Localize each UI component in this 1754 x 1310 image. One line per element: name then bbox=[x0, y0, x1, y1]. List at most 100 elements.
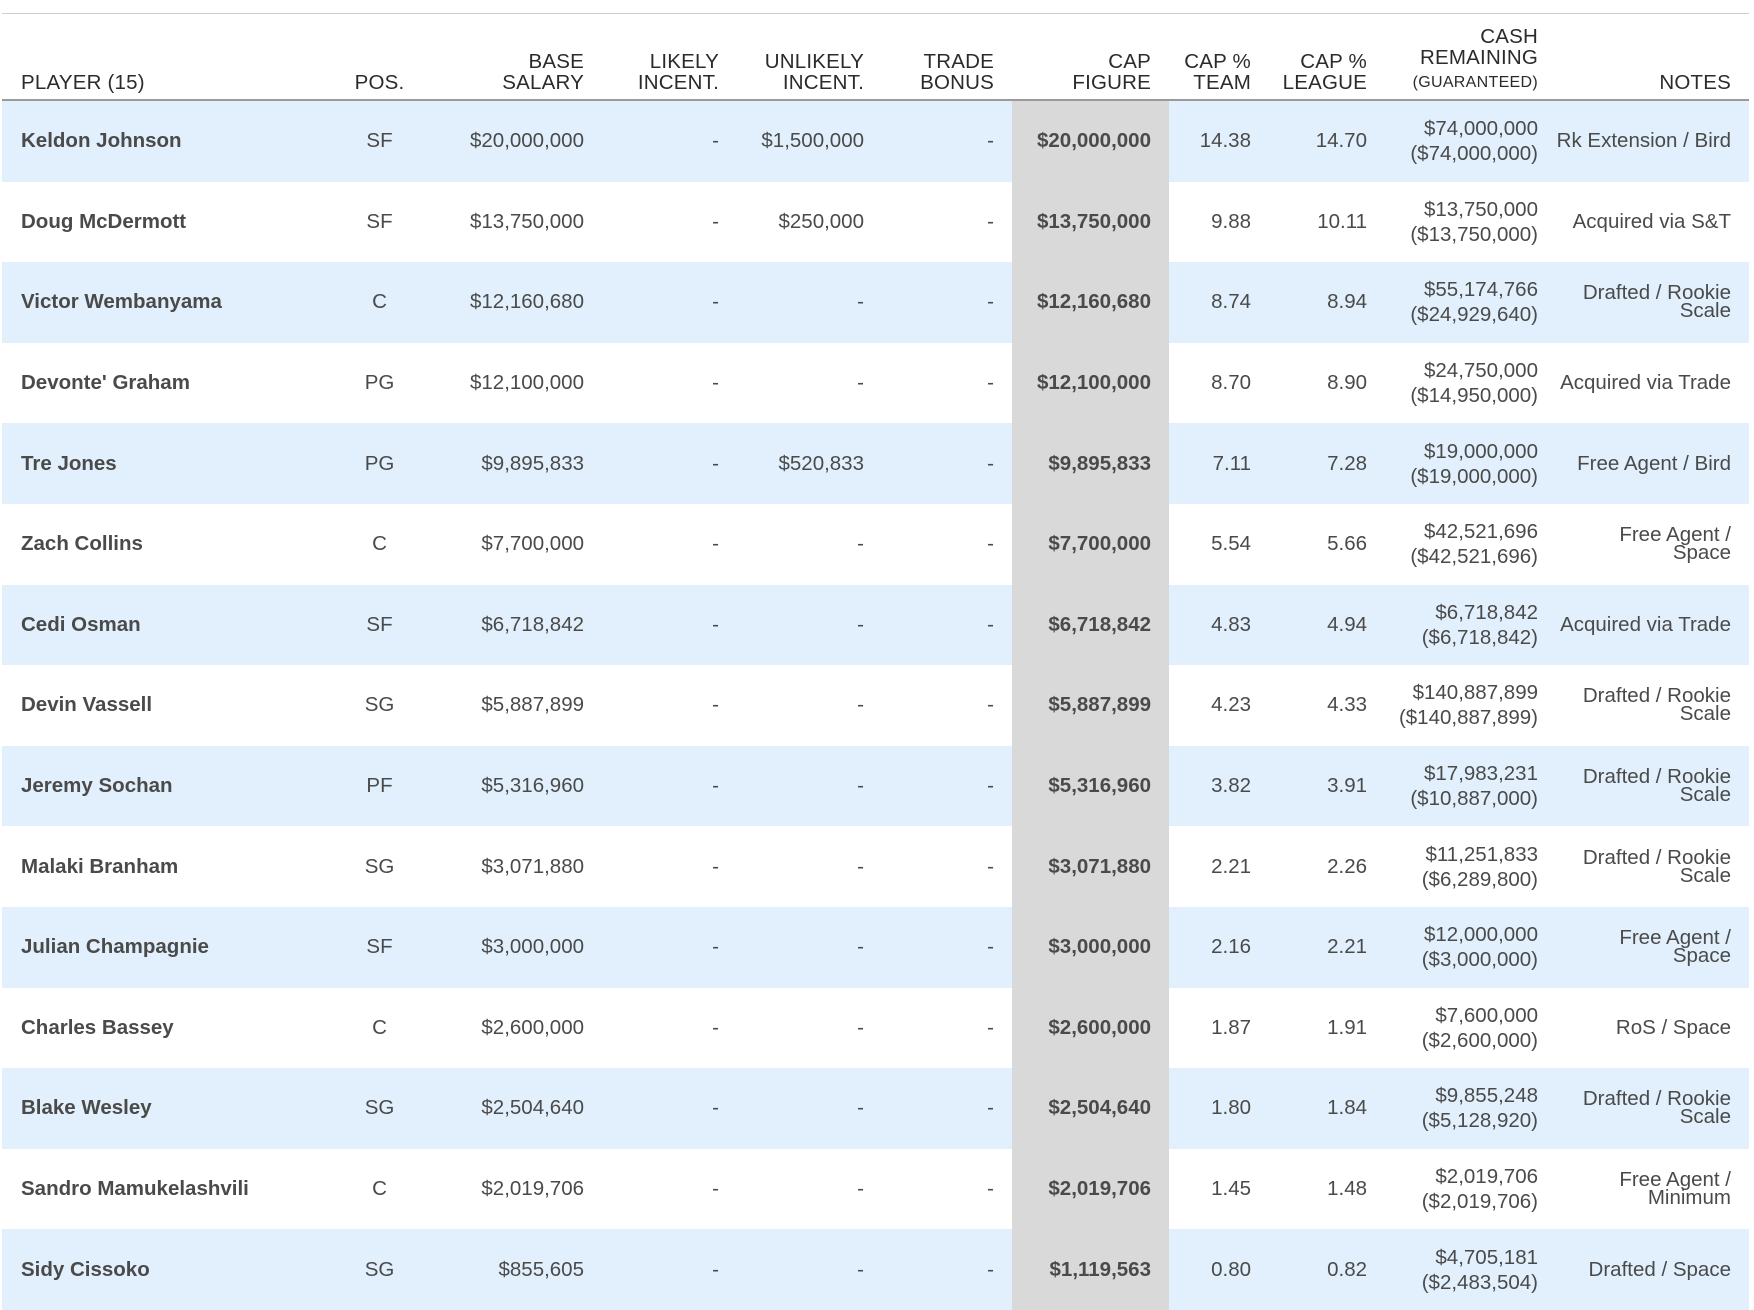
header-notes[interactable]: NOTES bbox=[1659, 71, 1731, 94]
cell-cap-team: 4.23 bbox=[1211, 693, 1251, 717]
cell-pos: PF bbox=[366, 774, 393, 798]
header-base-salary-line2: SALARY bbox=[502, 71, 584, 94]
player-name-link[interactable]: Malaki Branham bbox=[21, 854, 179, 878]
cell-cap-team: 1.87 bbox=[1211, 1015, 1251, 1039]
cell-cap-league: 8.94 bbox=[1327, 290, 1367, 314]
cell-trade-bonus: - bbox=[987, 129, 994, 153]
cash-total: $7,600,000 bbox=[1435, 1003, 1538, 1027]
cash-guaranteed: ($2,019,706) bbox=[1421, 1190, 1538, 1214]
player-name-link[interactable]: Sidy Cissoko bbox=[21, 1257, 150, 1281]
cell-cap-league: 3.91 bbox=[1327, 774, 1367, 798]
header-cap-team-line1: CAP % bbox=[1184, 50, 1251, 73]
cell-unlikely-incent: - bbox=[857, 612, 864, 636]
player-name-link[interactable]: Blake Wesley bbox=[21, 1096, 152, 1120]
header-unlikely-incent[interactable]: UNLIKELY INCENT. bbox=[737, 51, 882, 93]
cell-cash-remaining: $74,000,000 ($74,000,000) bbox=[1385, 116, 1556, 166]
cell-cap-league: 1.91 bbox=[1327, 1015, 1367, 1039]
player-name-link[interactable]: Cedi Osman bbox=[21, 612, 141, 636]
cash-guaranteed: ($6,289,800) bbox=[1421, 867, 1538, 891]
cell-pos: C bbox=[372, 1015, 387, 1039]
cell-trade-bonus: - bbox=[987, 290, 994, 314]
cell-cap-figure: $5,316,960 bbox=[1012, 745, 1169, 827]
table-row: Sandro Mamukelashvili C $2,019,706- - - $2,01… bbox=[2, 1148, 1749, 1230]
cell-pos: SG bbox=[364, 854, 395, 878]
player-name-link[interactable]: Tre Jones bbox=[21, 451, 117, 475]
cash-guaranteed: ($19,000,000) bbox=[1410, 464, 1538, 488]
cell-trade-bonus: - bbox=[987, 612, 994, 636]
header-cash-remaining[interactable]: CASH REMAINING (GUARANTEED) bbox=[1385, 26, 1556, 93]
notes-line: Drafted / Rookie bbox=[1582, 845, 1731, 869]
cell-likely-incent: - bbox=[712, 935, 719, 959]
player-name-link[interactable]: Keldon Johnson bbox=[21, 129, 182, 153]
notes-line: Free Agent / Space bbox=[1619, 523, 1731, 565]
table-row: Devin Vassell SG $5,887,899- - - $5,887,899 4.… bbox=[2, 665, 1749, 746]
cell-unlikely-incent: - bbox=[857, 693, 864, 717]
header-cap-line1: CAP bbox=[1108, 50, 1151, 73]
cell-cap-figure: $12,100,000 bbox=[1012, 342, 1169, 424]
notes-line: Rk Extension / Bird bbox=[1556, 129, 1731, 153]
cell-trade-bonus: - bbox=[987, 209, 994, 233]
cell-notes: Acquired via S&T bbox=[1556, 211, 1749, 232]
cash-total: $74,000,000 bbox=[1423, 117, 1538, 141]
header-trade-line2: BONUS bbox=[920, 71, 994, 94]
cell-likely-incent: - bbox=[712, 290, 719, 314]
cell-cash-remaining: $6,718,842 ($6,718,842) bbox=[1385, 600, 1556, 650]
cell-cap-figure: $2,504,640 bbox=[1012, 1068, 1169, 1149]
notes-line: Drafted / Rookie bbox=[1582, 684, 1731, 708]
cash-total: $2,019,706 bbox=[1435, 1165, 1538, 1189]
cell-unlikely-incent: - bbox=[857, 854, 864, 878]
cash-total: $55,174,766 bbox=[1423, 278, 1538, 302]
player-name-link[interactable]: Jeremy Sochan bbox=[21, 774, 173, 798]
notes-line: Scale bbox=[1679, 783, 1731, 807]
player-name-link[interactable]: Zach Collins bbox=[21, 532, 143, 556]
cell-pos: PG bbox=[364, 451, 395, 475]
cash-guaranteed: ($24,929,640) bbox=[1410, 303, 1538, 327]
cell-trade-bonus: - bbox=[987, 1015, 994, 1039]
header-trade-bonus[interactable]: TRADE BONUS bbox=[882, 51, 1012, 93]
table-header: PLAYER (15) POS. BASE SALARY LIKELY INCE… bbox=[2, 14, 1749, 101]
table-row: Sidy Cissoko SG $855,605- - - $1,119,563 0.80 0… bbox=[2, 1229, 1749, 1310]
header-likely-incent[interactable]: LIKELY INCENT. bbox=[602, 51, 737, 93]
table-row: Julian Champagnie SF $3,000,000- - - $3,000,0… bbox=[2, 906, 1749, 988]
header-pos[interactable]: POS. bbox=[354, 71, 405, 94]
player-name-link[interactable]: Charles Bassey bbox=[21, 1015, 174, 1039]
cell-base-salary: $6,718,842 bbox=[481, 612, 584, 636]
cell-trade-bonus: - bbox=[987, 935, 994, 959]
player-name-link[interactable]: Doug McDermott bbox=[21, 209, 187, 233]
cell-cash-remaining: $19,000,000 ($19,000,000) bbox=[1385, 439, 1556, 489]
cell-pos: C bbox=[372, 1177, 387, 1201]
cell-cap-team: 4.83 bbox=[1211, 612, 1251, 636]
player-name-link[interactable]: Sandro Mamukelashvili bbox=[21, 1177, 249, 1201]
cell-pos: SF bbox=[366, 129, 393, 153]
player-name-link[interactable]: Devin Vassell bbox=[21, 693, 153, 717]
cell-cap-league: 4.33 bbox=[1327, 693, 1367, 717]
cell-pos: SF bbox=[366, 612, 393, 636]
cash-total: $19,000,000 bbox=[1423, 439, 1538, 463]
cell-unlikely-incent: - bbox=[857, 1257, 864, 1281]
player-name-link[interactable]: Victor Wembanyama bbox=[21, 290, 222, 314]
player-name-link[interactable]: Julian Champagnie bbox=[21, 935, 209, 959]
cash-total: $12,000,000 bbox=[1423, 923, 1538, 947]
cell-cash-remaining: $55,174,766 ($24,929,640) bbox=[1385, 277, 1556, 327]
notes-line: Scale bbox=[1679, 863, 1731, 887]
cell-pos: C bbox=[372, 290, 387, 314]
header-unlikely-line1: UNLIKELY bbox=[764, 50, 864, 73]
header-base-salary[interactable]: BASE SALARY bbox=[427, 51, 602, 93]
cell-base-salary: $5,887,899 bbox=[481, 693, 584, 717]
notes-line: Drafted / Rookie bbox=[1582, 281, 1731, 305]
cell-likely-incent: - bbox=[712, 451, 719, 475]
cash-guaranteed: ($10,887,000) bbox=[1410, 787, 1538, 811]
cell-unlikely-incent: $250,000 bbox=[778, 209, 864, 233]
table-row: Zach Collins C $7,700,000- - - $7,700,000 5.54… bbox=[2, 503, 1749, 585]
notes-line: Scale bbox=[1679, 702, 1731, 726]
header-player[interactable]: PLAYER (15) bbox=[21, 71, 145, 94]
header-cap-team[interactable]: CAP % TEAM bbox=[1169, 51, 1269, 93]
cash-total: $140,887,899 bbox=[1412, 681, 1538, 705]
cell-cap-team: 8.74 bbox=[1211, 290, 1251, 314]
header-cap-figure[interactable]: CAP FIGURE bbox=[1012, 14, 1169, 93]
header-cap-league[interactable]: CAP % LEAGUE bbox=[1269, 51, 1385, 93]
cell-notes: Drafted / Space bbox=[1556, 1259, 1749, 1280]
cell-cap-league: 8.90 bbox=[1327, 371, 1367, 395]
cell-notes: Drafted / Rookie Scale bbox=[1556, 281, 1749, 322]
player-name-link[interactable]: Devonte' Graham bbox=[21, 371, 190, 395]
